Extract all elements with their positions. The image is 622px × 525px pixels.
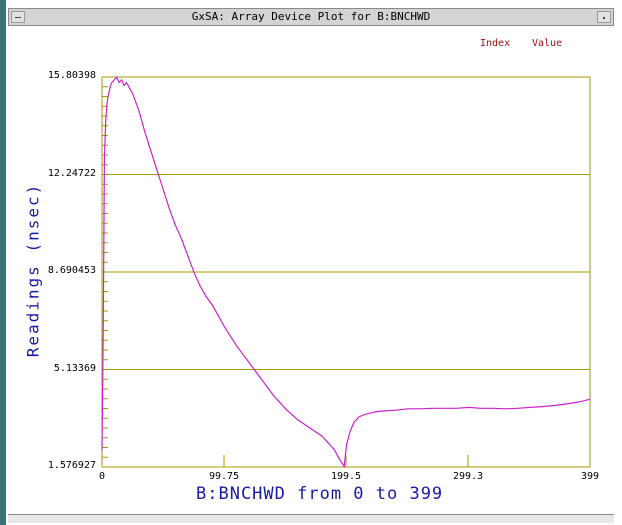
- window-title: GxSA: Array Device Plot for B:BNCHWD: [191, 10, 431, 23]
- x-tick-label: 0: [98, 471, 106, 482]
- x-tick-label: 99.75: [208, 471, 240, 482]
- window-bottom-edge: [8, 514, 614, 523]
- x-tick-label: 399: [580, 471, 600, 482]
- y-tick-label: 12.24722: [47, 167, 96, 179]
- x-tick-label: 299.3: [452, 471, 484, 482]
- data-series-line: [101, 76, 591, 469]
- window-menu-button[interactable]: [11, 11, 25, 23]
- y-tick-label: 1.576927: [47, 460, 96, 471]
- x-tick-label: 199.5: [330, 471, 362, 482]
- legend-value-label: Value: [532, 38, 563, 49]
- y-axis-label: Readings (nsec): [23, 182, 43, 358]
- window-frame-edge: [0, 0, 6, 525]
- y-tick-label: 15.80398: [47, 70, 96, 81]
- minimize-button[interactable]: [597, 11, 611, 23]
- legend-index-label: Index: [480, 38, 511, 49]
- y-tick-label: 8.690453: [47, 265, 96, 276]
- y-tick-label: 5.13369: [53, 362, 96, 374]
- x-axis-label: B:BNCHWD from 0 to 399: [196, 484, 444, 504]
- title-bar[interactable]: GxSA: Array Device Plot for B:BNCHWD: [8, 8, 614, 26]
